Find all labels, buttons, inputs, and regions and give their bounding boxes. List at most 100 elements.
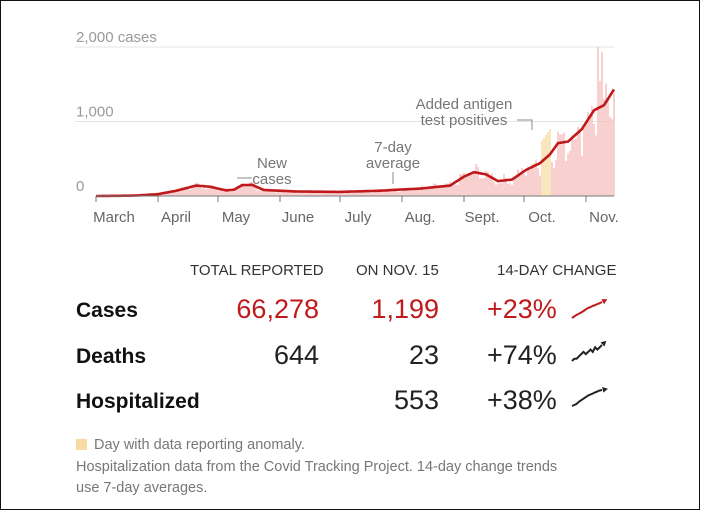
daily-case-bar: [341, 192, 343, 196]
daily-case-bar: [185, 186, 187, 196]
daily-case-bar: [357, 193, 359, 196]
sparkline-arrow-icon: [602, 387, 608, 393]
daily-case-bar: [385, 190, 387, 196]
daily-case-bar: [519, 173, 521, 196]
daily-case-bar: [391, 190, 393, 196]
daily-case-bar: [319, 192, 321, 196]
daily-case-bar: [423, 187, 425, 196]
daily-case-bar: [335, 191, 337, 196]
daily-case-bar: [269, 189, 271, 196]
daily-case-bar: [219, 190, 221, 196]
daily-case-bar: [177, 191, 179, 196]
x-tick-label: Sept.: [464, 209, 499, 226]
daily-case-bar: [485, 170, 487, 196]
annotation-text: test positives: [421, 112, 508, 129]
daily-case-bar: [187, 188, 189, 196]
daily-case-bar: [183, 188, 185, 196]
daily-case-bar: [551, 161, 553, 196]
daily-case-bar: [579, 129, 581, 196]
deaths-change: +74%: [487, 340, 557, 370]
daily-case-bar: [259, 190, 261, 196]
footnote-line-1: Hospitalization data from the Covid Trac…: [76, 459, 558, 475]
daily-case-bar: [171, 192, 173, 196]
daily-case-bar: [303, 193, 305, 196]
sparkline-path: [571, 301, 603, 319]
daily-case-bar: [267, 188, 269, 196]
daily-case-bar: [533, 163, 535, 196]
daily-case-bar: [165, 193, 167, 196]
daily-case-bar: [435, 183, 437, 196]
deaths-trend-sparkline: [571, 341, 607, 362]
daily-case-bar: [567, 153, 569, 196]
y-tick-label: 0: [76, 178, 84, 195]
daily-case-bar: [181, 186, 183, 196]
daily-case-bar: [379, 190, 381, 196]
daily-case-bar: [559, 134, 561, 196]
daily-case-bar: [337, 192, 339, 196]
cases-total: 66,278: [236, 294, 319, 324]
daily-case-bar: [513, 178, 515, 196]
daily-case-bar: [431, 186, 433, 196]
y-axis-labels: 0 1,000 2,000 cases: [76, 29, 157, 195]
daily-case-bar: [173, 190, 175, 196]
deaths-total: 644: [273, 340, 319, 370]
daily-case-bar: [599, 80, 601, 196]
daily-case-bar: [509, 183, 511, 196]
daily-case-bar: [529, 170, 531, 196]
daily-case-bar: [515, 177, 517, 196]
daily-case-bar: [511, 185, 513, 196]
daily-case-bar: [163, 193, 165, 196]
daily-case-bar: [373, 190, 375, 196]
cases-change: +23%: [487, 294, 557, 324]
daily-case-bar: [453, 182, 455, 196]
daily-case-bar: [525, 175, 527, 196]
daily-case-bar: [383, 190, 385, 196]
daily-case-bar: [221, 189, 223, 196]
daily-case-bar: [417, 188, 419, 196]
x-tick-label: Oct.: [528, 209, 556, 226]
daily-case-bar: [275, 192, 277, 196]
daily-case-bar: [425, 189, 427, 196]
daily-case-bar: [447, 183, 449, 196]
daily-case-bar: [393, 187, 395, 196]
daily-case-bar: [405, 187, 407, 196]
daily-case-bar: [471, 174, 473, 196]
daily-case-bar: [195, 182, 197, 196]
daily-case-bar: [197, 183, 199, 196]
x-tick-label: June: [282, 209, 315, 226]
daily-case-bar: [311, 191, 313, 196]
daily-case-bar: [475, 163, 477, 196]
daily-case-bar: [283, 191, 285, 196]
daily-case-bar: [411, 189, 413, 196]
daily-case-bar: [563, 132, 565, 196]
daily-case-bar: [397, 191, 399, 196]
deaths-on-day: 23: [408, 340, 439, 370]
daily-case-bar: [613, 93, 615, 196]
daily-case-bar: [451, 183, 453, 196]
header-total-reported: TOTAL REPORTED: [190, 262, 324, 279]
daily-case-bar: [507, 183, 509, 196]
daily-case-bar: [263, 190, 265, 196]
daily-case-bar: [203, 188, 205, 196]
daily-case-bar: [407, 188, 409, 196]
daily-case-bar: [169, 191, 171, 196]
seven-day-average-line: [96, 88, 616, 198]
daily-case-bar: [331, 191, 333, 196]
daily-case-bar: [353, 192, 355, 196]
daily-case-bar: [213, 186, 215, 196]
daily-case-bar: [315, 193, 317, 196]
daily-case-bar: [293, 190, 295, 196]
daily-case-bar: [523, 173, 525, 196]
daily-case-bar: [443, 185, 445, 196]
daily-case-bar: [207, 188, 209, 196]
daily-case-bar: [257, 190, 259, 196]
daily-case-bar: [329, 191, 331, 196]
daily-case-bar: [287, 192, 289, 196]
daily-case-bar: [467, 175, 469, 196]
daily-case-bar: [521, 168, 523, 196]
daily-case-bar: [159, 194, 161, 196]
daily-case-bar: [535, 159, 537, 196]
daily-case-bar: [343, 193, 345, 196]
daily-case-bar: [459, 173, 461, 196]
daily-case-bar: [265, 189, 267, 196]
